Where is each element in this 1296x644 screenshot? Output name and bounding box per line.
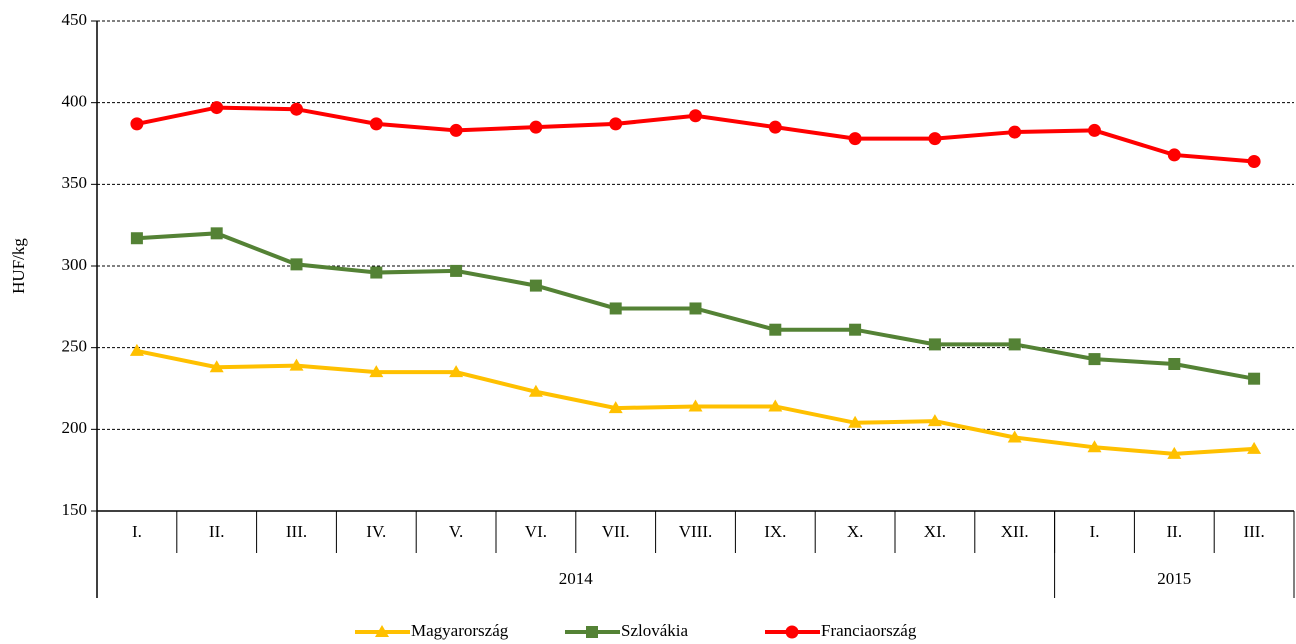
data-point bbox=[609, 302, 622, 315]
data-point bbox=[289, 358, 304, 371]
y-tick-label: 400 bbox=[62, 92, 88, 111]
data-point bbox=[768, 120, 782, 134]
x-tick-label: IV. bbox=[366, 522, 386, 541]
data-point bbox=[928, 132, 942, 146]
legend-marker bbox=[586, 626, 598, 638]
y-tick-label: 350 bbox=[62, 173, 88, 192]
data-point bbox=[210, 101, 224, 115]
y-tick-label: 250 bbox=[62, 337, 88, 356]
data-point bbox=[210, 227, 223, 240]
data-point bbox=[528, 384, 543, 397]
x-tick-label: II. bbox=[1167, 522, 1183, 541]
legend-label: Szlovákia bbox=[621, 621, 688, 640]
legend-label: Magyarország bbox=[411, 621, 509, 640]
data-point bbox=[529, 279, 542, 292]
data-point bbox=[130, 232, 143, 245]
data-point bbox=[848, 132, 862, 146]
x-tick-label: VIII. bbox=[679, 522, 713, 541]
data-point bbox=[1087, 440, 1102, 453]
data-point bbox=[449, 123, 463, 137]
x-tick-label: V. bbox=[449, 522, 463, 541]
data-point bbox=[129, 343, 144, 356]
data-point bbox=[1247, 154, 1261, 168]
x-tick-label: III. bbox=[1243, 522, 1264, 541]
data-point bbox=[1247, 441, 1262, 454]
data-point bbox=[449, 365, 464, 378]
data-point bbox=[369, 117, 383, 131]
x-tick-label: VI. bbox=[525, 522, 547, 541]
y-tick-label: 450 bbox=[62, 10, 88, 29]
legend-label: Franciaország bbox=[821, 621, 917, 640]
data-point bbox=[290, 102, 303, 116]
x-tick-label: II. bbox=[209, 522, 225, 541]
data-point bbox=[768, 399, 783, 412]
data-point bbox=[370, 266, 383, 279]
y-tick-label: 300 bbox=[62, 255, 88, 274]
data-point bbox=[1007, 430, 1022, 443]
x-tick-label: XII. bbox=[1001, 522, 1029, 541]
x-tick-label: I. bbox=[132, 522, 142, 541]
data-point bbox=[290, 258, 303, 271]
y-axis-label: HUF/kg bbox=[9, 238, 28, 294]
x-tick-label: III. bbox=[286, 522, 307, 541]
x-tick-label: XI. bbox=[924, 522, 946, 541]
y-tick-label: 150 bbox=[62, 500, 88, 519]
legend-marker bbox=[785, 625, 799, 639]
data-point bbox=[927, 414, 942, 427]
group-label: 2015 bbox=[1157, 569, 1191, 588]
data-point bbox=[369, 365, 384, 378]
data-point bbox=[209, 360, 224, 373]
data-point bbox=[1008, 125, 1022, 139]
group-label: 2014 bbox=[559, 569, 594, 588]
data-point bbox=[1248, 372, 1261, 385]
data-point bbox=[689, 109, 702, 123]
x-tick-label: VII. bbox=[602, 522, 630, 541]
data-point bbox=[1167, 148, 1181, 162]
data-point bbox=[1088, 353, 1101, 366]
x-tick-label: I. bbox=[1090, 522, 1100, 541]
data-point bbox=[450, 264, 463, 277]
data-point bbox=[130, 117, 144, 131]
y-tick-label: 200 bbox=[62, 418, 88, 437]
data-point bbox=[928, 338, 941, 351]
data-point bbox=[1168, 358, 1181, 370]
data-point bbox=[1008, 338, 1021, 351]
data-point bbox=[769, 323, 782, 336]
x-tick-label: X. bbox=[847, 522, 864, 541]
legend-marker bbox=[375, 625, 389, 637]
x-tick-label: IX. bbox=[764, 522, 786, 541]
data-point bbox=[608, 401, 623, 414]
data-point bbox=[609, 117, 623, 131]
data-point bbox=[1088, 123, 1101, 137]
data-point bbox=[1167, 446, 1182, 459]
data-point bbox=[689, 302, 702, 315]
data-point bbox=[849, 323, 862, 336]
data-point bbox=[529, 120, 543, 134]
data-point bbox=[848, 415, 863, 428]
data-point bbox=[688, 399, 703, 412]
